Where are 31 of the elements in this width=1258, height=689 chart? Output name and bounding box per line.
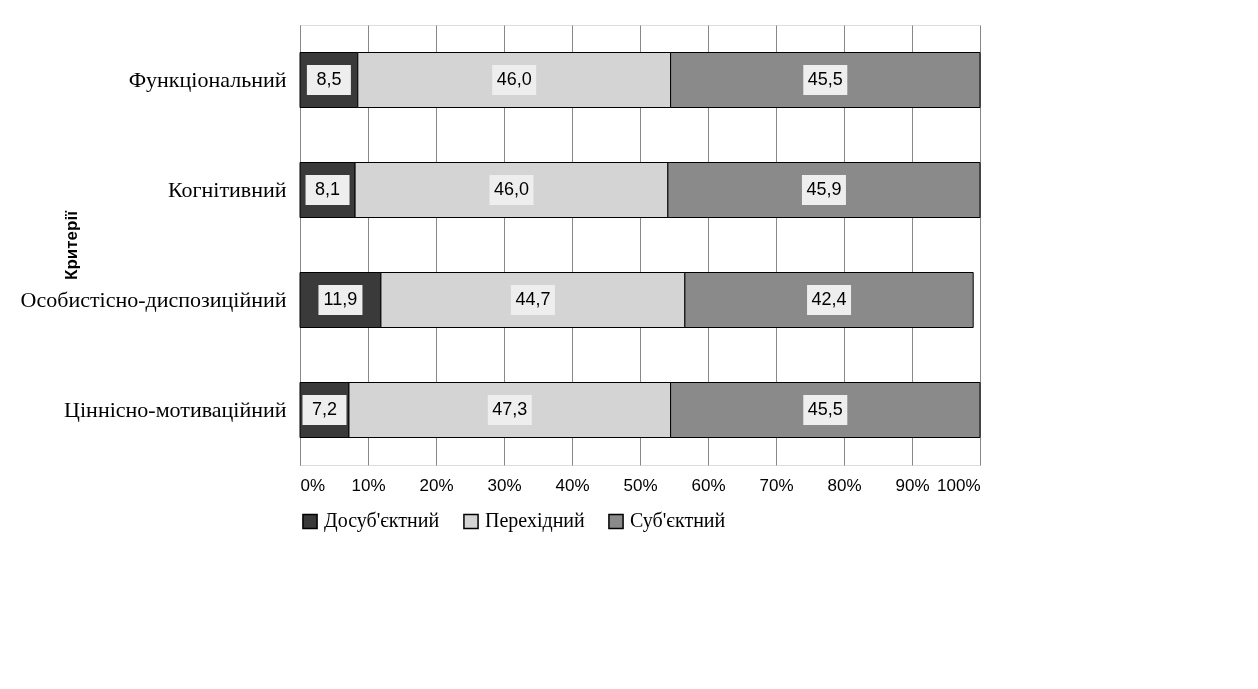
y-axis-title: Критерії [61,209,81,280]
data-label: 45,9 [806,179,842,199]
x-tick-label: 70% [759,475,794,495]
x-tick-label: 30% [487,475,522,495]
data-label: 8,5 [316,69,342,89]
x-tick-label: 100% [937,475,981,495]
x-tick-label: 40% [555,475,590,495]
x-tick-label: 20% [419,475,454,495]
x-tick-label: 0% [300,475,326,495]
data-label: 44,7 [515,289,551,309]
data-label: 42,4 [811,289,847,309]
x-tick-label: 80% [827,475,862,495]
x-tick-label: 90% [895,475,930,495]
x-tick-label: 50% [623,475,658,495]
data-label: 46,0 [496,69,532,89]
legend-label: Досуб'єктний [324,509,440,533]
legend-label: Перехідний [485,509,586,533]
y-tick-label: Ціннісно-мотиваційний [64,397,287,422]
x-tick-label: 10% [351,475,386,495]
y-tick-label: Особистісно-диспозиційний [20,287,287,312]
x-tick-label: 60% [691,475,726,495]
data-label: 45,5 [807,399,843,419]
y-tick-label: Когнітивний [167,177,287,202]
data-label: 11,9 [323,289,358,309]
legend-label: Суб'єктний [630,509,726,533]
data-label: 8,1 [315,179,341,199]
y-tick-label: Функціональний [128,67,287,92]
data-label: 45,5 [807,69,843,89]
data-label: 47,3 [492,399,528,419]
data-label: 7,2 [311,399,337,419]
data-label: 46,0 [493,179,529,199]
